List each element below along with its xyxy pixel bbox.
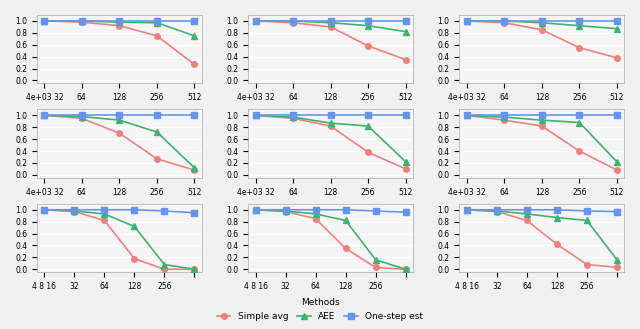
Legend: Simple avg, AEE, One-step est: Simple avg, AEE, One-step est <box>213 295 427 324</box>
